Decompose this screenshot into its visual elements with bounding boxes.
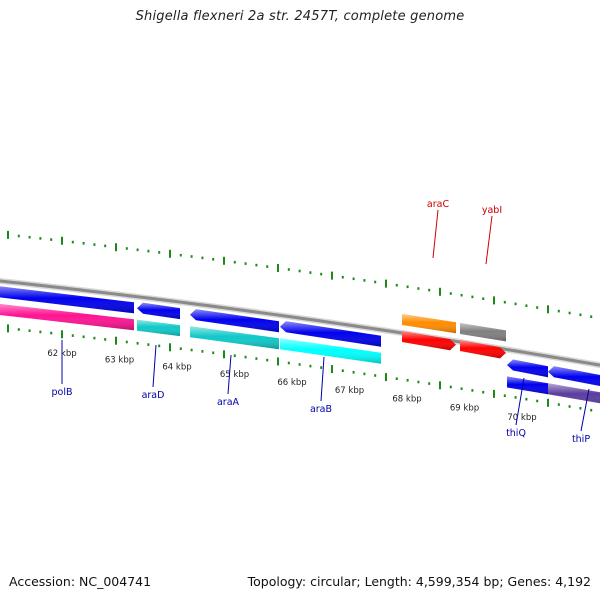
feature-bar-shade-araB xyxy=(280,338,381,364)
gene-label-yabI: yabI xyxy=(482,205,502,216)
gene-arrow-shade-thiQ xyxy=(507,359,548,378)
gene-label-araB: araB xyxy=(310,404,332,415)
gene-label-thiP: thiP xyxy=(572,434,590,445)
feature-bar-shade-polB xyxy=(0,304,134,331)
gene-label-araC: araC xyxy=(427,199,450,210)
gene-labels: araC yabI polB araD araA araB thiQ thiP xyxy=(52,199,591,445)
gene-label-araD: araD xyxy=(142,390,165,401)
outer-tick-ring xyxy=(7,230,593,318)
feature-bar-shade-thiQ xyxy=(507,376,548,395)
gene-thiP xyxy=(548,366,600,404)
kbp-label: 70 kbp xyxy=(507,413,536,423)
gene-label-polB: polB xyxy=(52,387,73,398)
gene-polB xyxy=(0,286,134,331)
feature-bar-shade-thiP xyxy=(548,383,600,404)
kbp-label: 64 kbp xyxy=(162,363,191,373)
accession-text: Accession: NC_004741 xyxy=(9,574,152,589)
gene-arrow-shade-araA xyxy=(190,309,279,333)
gene-arrow-shade-araB xyxy=(280,321,381,347)
kbp-label: 67 kbp xyxy=(335,386,364,396)
leader-line-araA xyxy=(227,354,232,395)
gene-araD xyxy=(137,302,180,337)
feature-bar-shade-yabI xyxy=(460,323,506,342)
feature-bar-shade-araC xyxy=(402,314,456,334)
leader-line-araB xyxy=(320,356,325,402)
leader-line-araC xyxy=(432,209,439,259)
feature-bar-shade-araD xyxy=(137,319,180,337)
gene-thiQ xyxy=(507,359,548,395)
kbp-label: 63 kbp xyxy=(105,356,134,366)
gene-arrow-shade-araD xyxy=(137,302,180,320)
kbp-label: 66 kbp xyxy=(277,378,306,388)
genome-summary-text: Topology: circular; Length: 4,599,354 bp… xyxy=(247,574,591,589)
gene-araB xyxy=(280,321,381,364)
kbp-label: 68 kbp xyxy=(392,395,421,405)
gene-araA xyxy=(190,309,279,350)
map-title: Shigella flexneri 2a str. 2457T, complet… xyxy=(135,9,465,24)
leader-line-thiQ xyxy=(515,377,525,426)
gene-arrow-shade-thiP xyxy=(548,366,600,386)
gene-araC xyxy=(402,314,456,351)
leader-line-yabI xyxy=(485,215,493,265)
kbp-label: 65 kbp xyxy=(220,370,249,380)
gene-label-araA: araA xyxy=(217,397,240,408)
leader-line-thiP xyxy=(580,388,590,432)
kbp-label: 69 kbp xyxy=(450,404,479,414)
gene-arrow-shade-yabI xyxy=(460,340,506,359)
gene-arrow-shade-araC xyxy=(402,331,456,351)
leader-line-araD xyxy=(152,344,157,388)
gene-yabI xyxy=(460,323,506,359)
gene-arrow-shade-polB xyxy=(0,286,134,314)
gene-label-thiQ: thiQ xyxy=(506,428,526,439)
inner-tick-ring xyxy=(7,324,593,412)
feature-bar-shade-araA xyxy=(190,326,279,350)
gene-track xyxy=(0,286,600,404)
